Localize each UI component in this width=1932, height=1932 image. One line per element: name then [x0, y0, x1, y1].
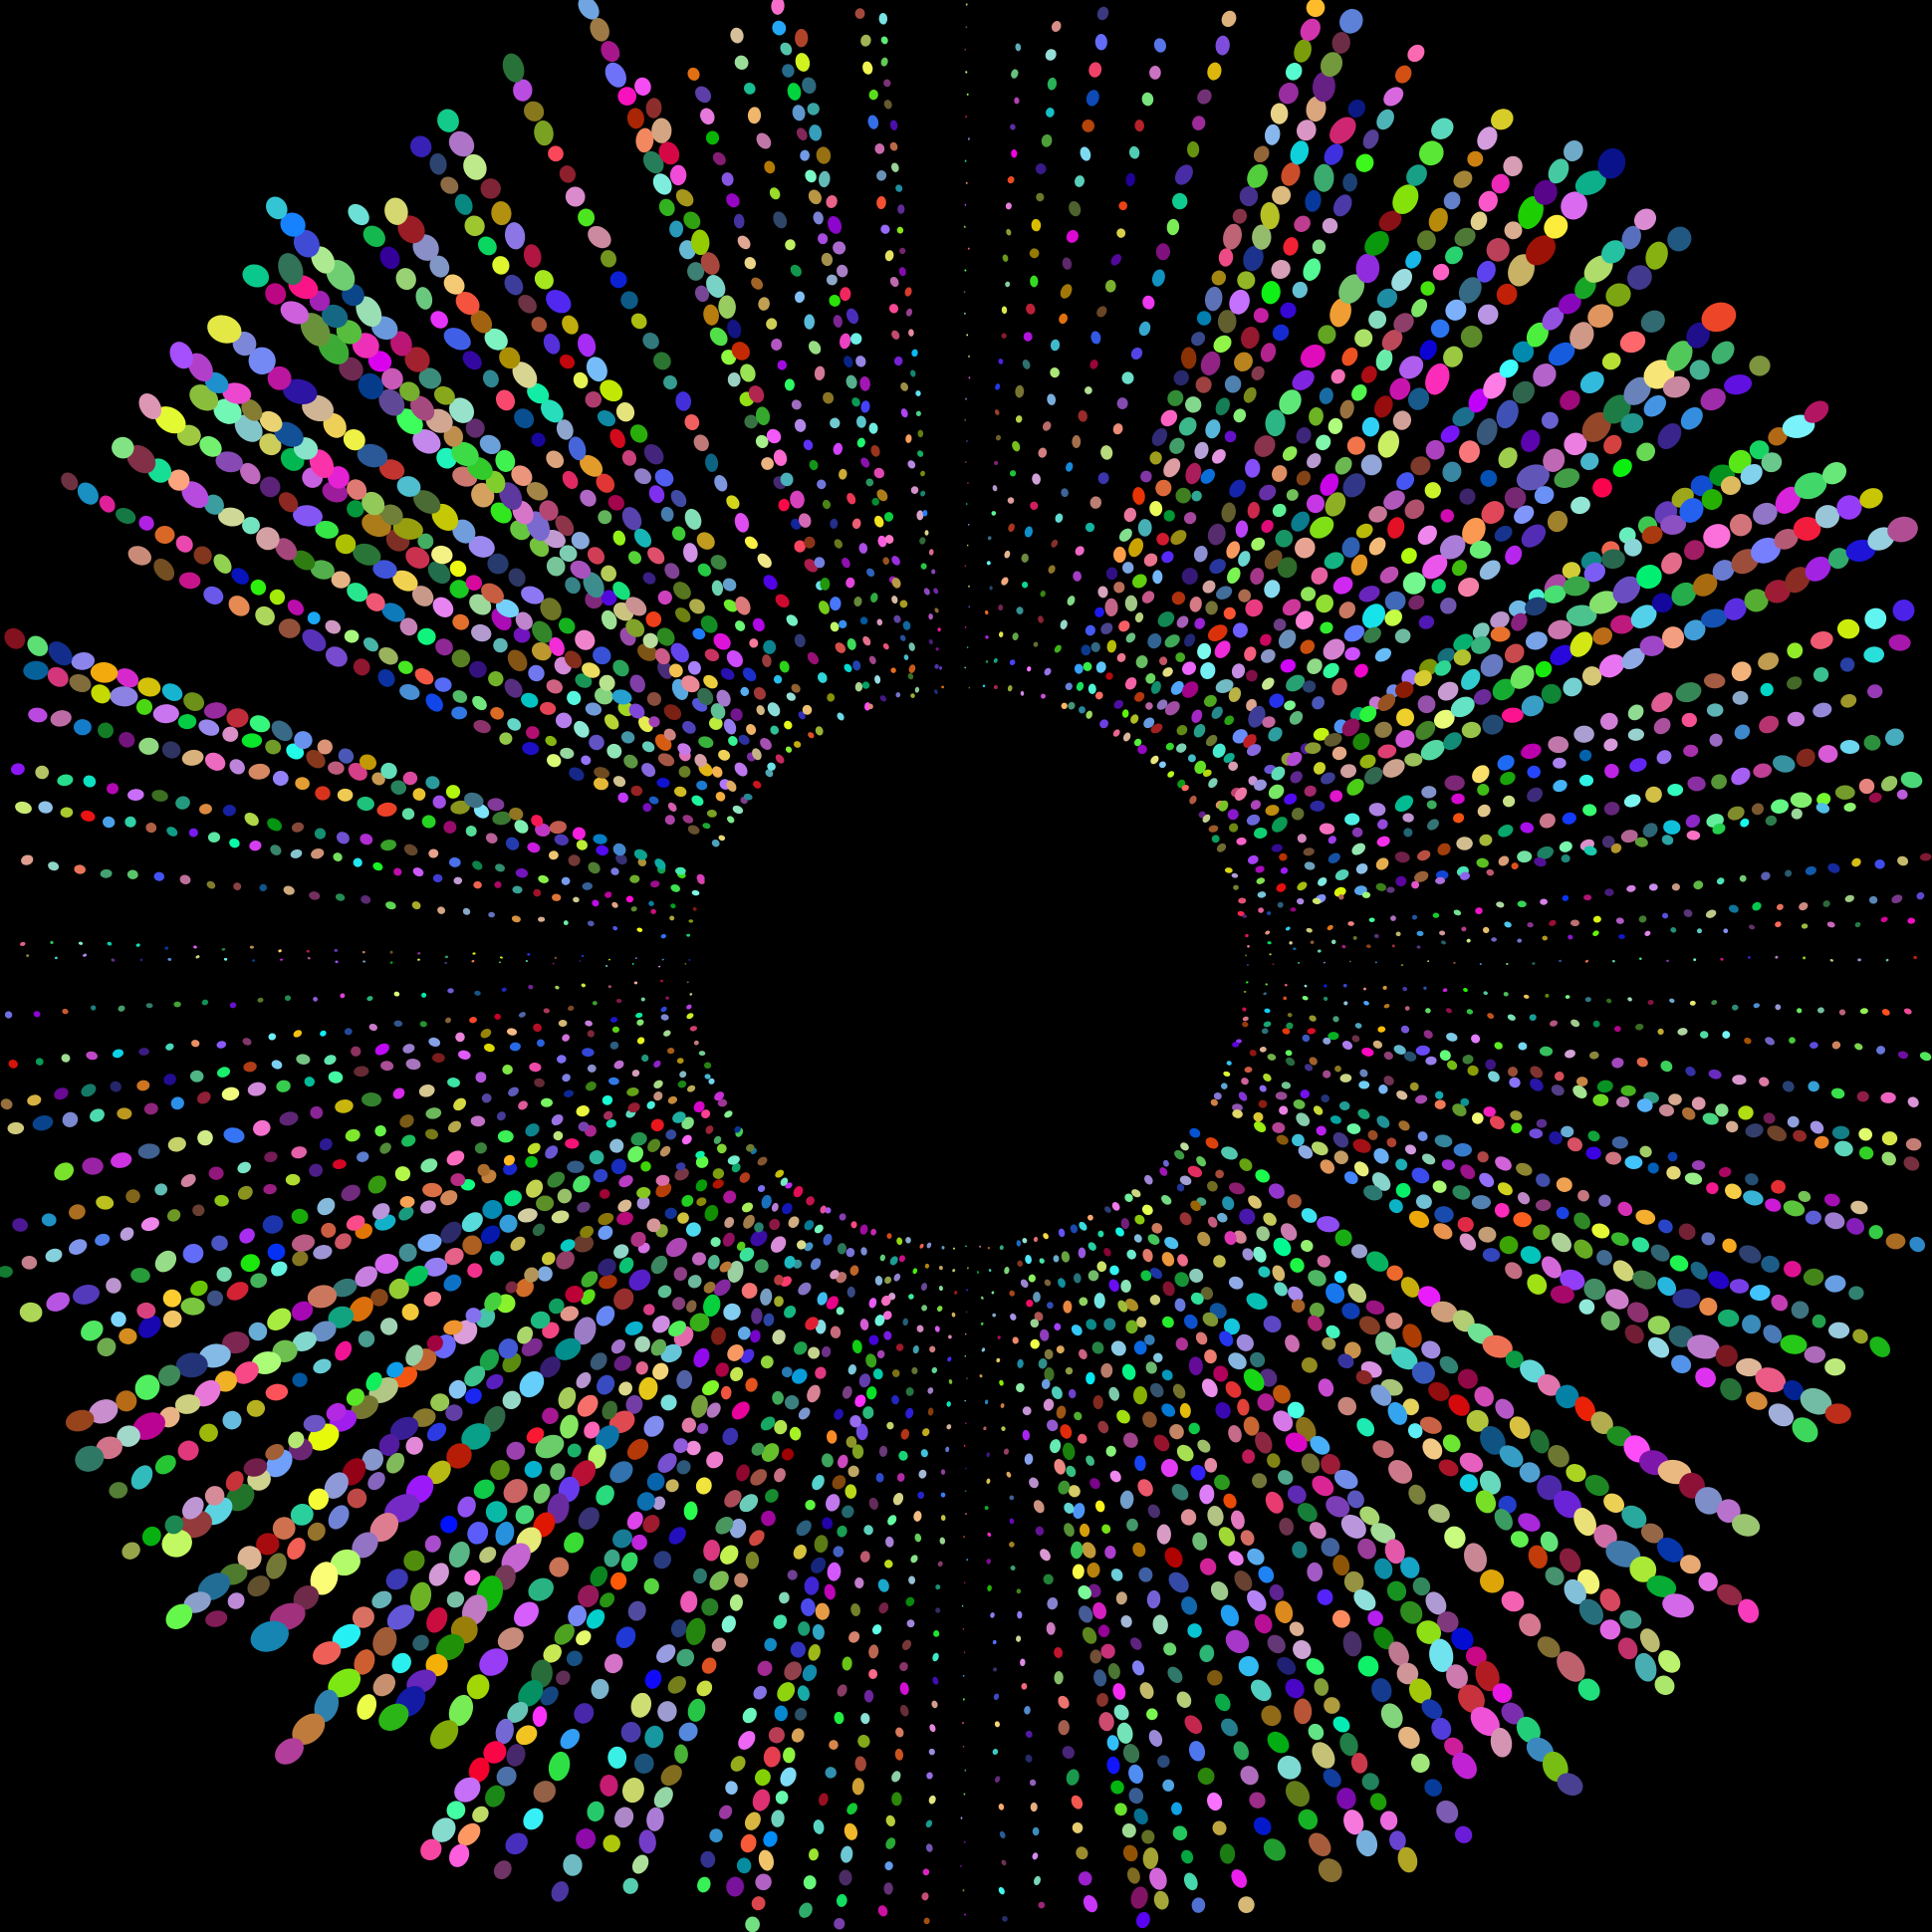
artwork-stage [0, 0, 1932, 1932]
prismatic-starburst-graphic [0, 0, 1932, 1932]
